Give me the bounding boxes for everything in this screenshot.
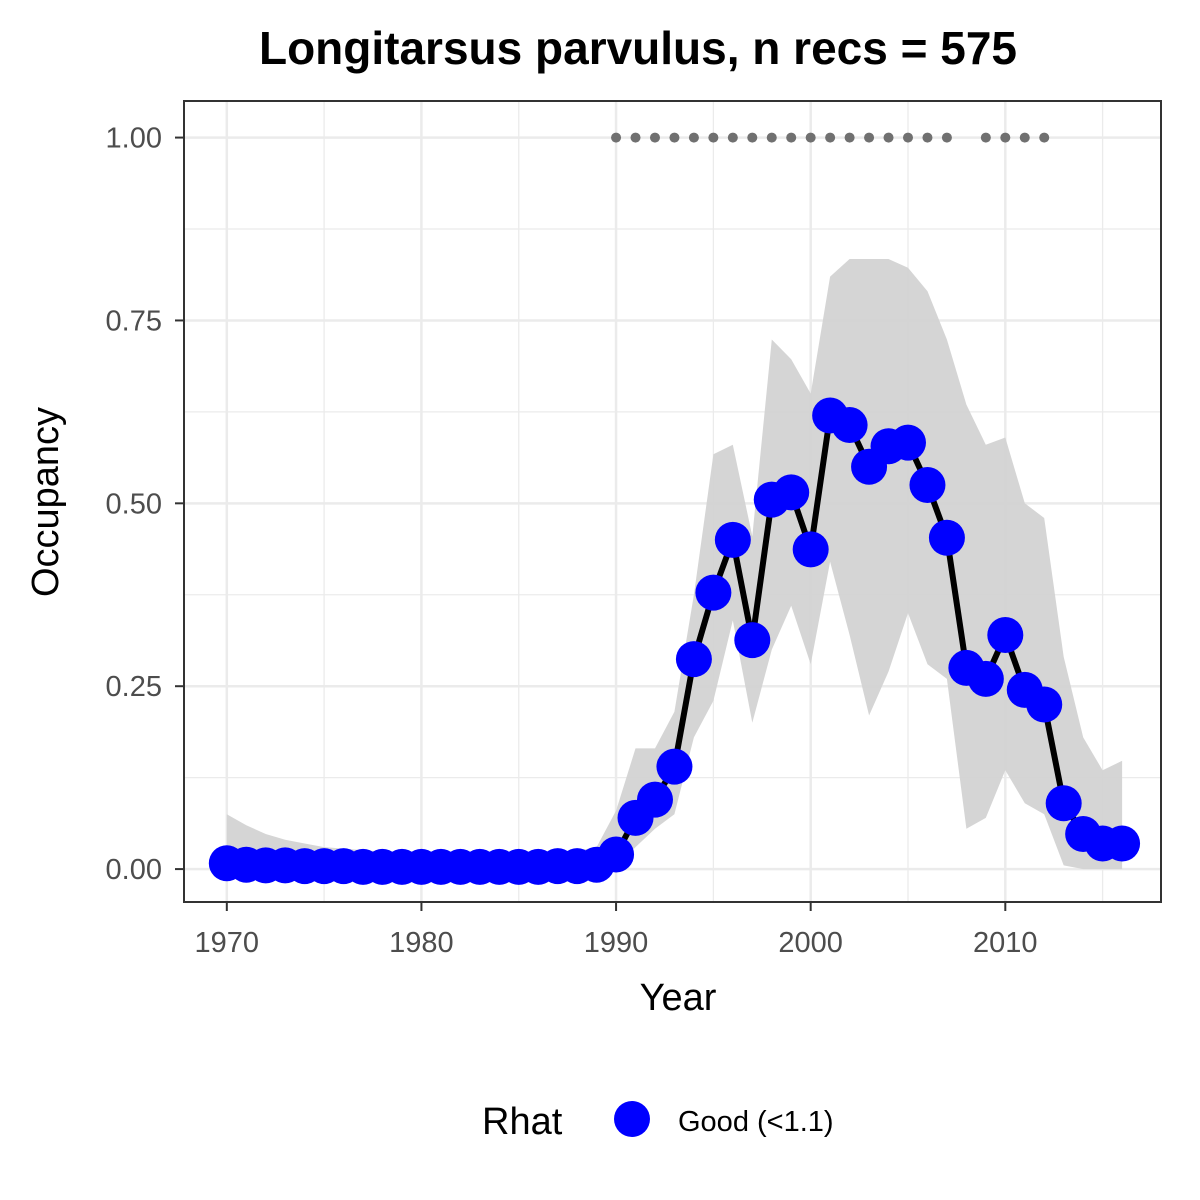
confidence-ribbon-layer [226, 259, 1123, 870]
data-point [889, 424, 926, 461]
y-tick-label: 0.25 [106, 671, 162, 703]
record-year-dot [611, 132, 622, 143]
data-point [967, 660, 1004, 697]
record-year-dot [747, 132, 758, 143]
data-point [734, 622, 771, 659]
record-year-dot [902, 132, 913, 143]
data-point [1026, 686, 1063, 723]
x-tick-label: 1990 [584, 927, 649, 959]
record-year-dot [649, 132, 660, 143]
record-year-dot [630, 132, 641, 143]
record-year-dot [1000, 132, 1011, 143]
legend-title: Rhat [482, 1101, 563, 1143]
record-year-dot [1039, 132, 1050, 143]
record-year-dot [669, 132, 680, 143]
data-point [773, 474, 810, 511]
data-point [636, 781, 673, 818]
record-year-dot [805, 132, 816, 143]
data-point [792, 531, 829, 568]
record-year-dot [922, 132, 933, 143]
y-axis-ticks: 0.00 0.25 0.50 0.75 1.00 [106, 123, 184, 886]
y-tick-label: 1.00 [106, 123, 162, 155]
record-year-dot [786, 132, 797, 143]
record-year-dot [864, 132, 875, 143]
record-year-dot [766, 132, 777, 143]
data-points-layer [208, 397, 1141, 885]
confidence-ribbon [226, 259, 1123, 870]
record-year-dot [941, 132, 952, 143]
y-tick-label: 0.75 [106, 305, 162, 337]
chart-title: Longitarsus parvulus, n recs = 575 [259, 22, 1017, 74]
plot-panel-border [183, 100, 1162, 903]
data-point [928, 519, 965, 556]
x-tick-label: 1980 [389, 927, 454, 959]
record-year-dot [688, 132, 699, 143]
y-axis-title: Occupancy [25, 407, 67, 597]
x-tick-label: 1970 [195, 927, 260, 959]
record-year-dot [708, 132, 719, 143]
data-point [987, 617, 1024, 653]
x-tick-label: 2010 [973, 927, 1038, 959]
x-axis-title: Year [640, 977, 717, 1019]
legend-key-point [614, 1101, 650, 1137]
record-year-dot [1019, 132, 1030, 143]
record-year-dot [980, 132, 991, 143]
legend-label: Good (<1.1) [678, 1106, 834, 1138]
data-point [714, 521, 751, 558]
data-point [675, 641, 712, 678]
data-point [598, 836, 635, 873]
record-dots-layer [611, 132, 1050, 143]
record-year-dot [825, 132, 836, 143]
record-year-dot [844, 132, 855, 143]
record-year-dot [727, 132, 738, 143]
legend: Rhat Good (<1.1) [482, 1101, 834, 1143]
y-tick-label: 0.50 [106, 488, 162, 520]
record-year-dot [883, 132, 894, 143]
data-point [1104, 825, 1141, 862]
data-point [1045, 785, 1082, 822]
x-tick-label: 2000 [778, 927, 843, 959]
data-point [656, 748, 693, 785]
data-point [695, 574, 732, 611]
x-axis-ticks: 1970 1980 1990 2000 2010 [195, 902, 1038, 959]
data-point [909, 467, 946, 504]
data-point [831, 407, 868, 444]
y-tick-label: 0.00 [106, 854, 162, 886]
